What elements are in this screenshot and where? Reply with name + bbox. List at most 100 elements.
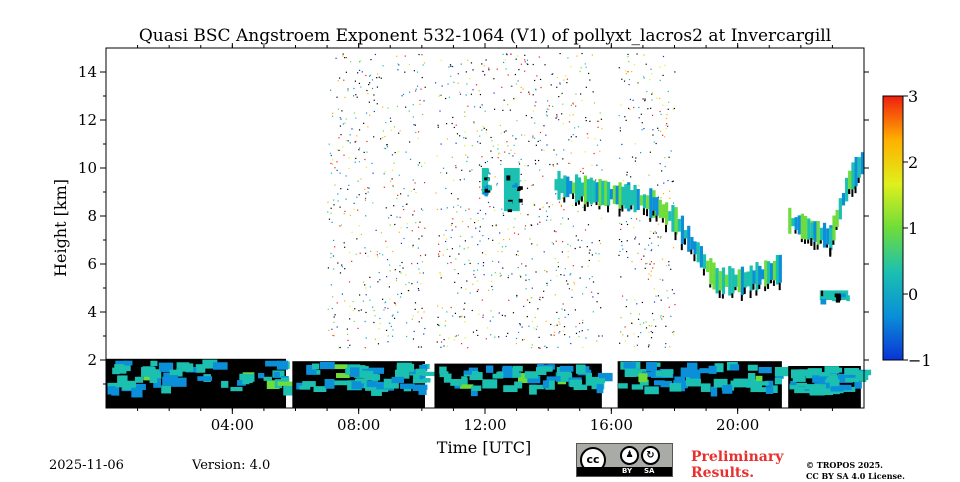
layer-edge [819,240,822,244]
noise-cell [474,221,476,224]
layer-column [560,178,564,194]
noise-cell [646,90,648,93]
noise-cell [537,140,539,143]
preliminary-label: Preliminary Results. [691,449,783,481]
noise-cell [371,87,374,90]
noise-cell [650,261,653,263]
boundary-layer-cell [114,364,127,374]
noise-cell [403,187,405,190]
noise-cell [337,200,339,202]
noise-cell [516,296,518,298]
noise-cell [538,298,541,301]
boundary-layer-cell [655,370,665,377]
layer-column [580,182,585,197]
layer-column [767,261,771,284]
boundary-layer-cell [830,386,844,392]
noise-cell [640,152,642,154]
noise-cell [397,151,400,153]
layer-cell [487,178,490,182]
noise-cell [442,254,444,256]
noise-cell [531,243,533,245]
noise-cell [518,163,521,165]
layer-cell [483,179,487,185]
noise-cell [464,115,466,118]
noise-cell [663,182,665,184]
boundary-layer-cell [400,383,415,389]
noise-cell [575,332,578,335]
boundary-layer-cell [514,381,523,389]
noise-cell [335,57,337,59]
y-tick-label: 2 [87,351,97,369]
boundary-layer-cell [362,370,374,379]
noise-cell [491,225,494,227]
noise-cell [494,176,496,178]
noise-cell [496,68,498,70]
noise-cell [572,103,575,105]
noise-cell [563,149,565,151]
noise-cell [417,247,419,249]
noise-cell [651,312,654,315]
noise-cell [386,146,389,148]
noise-cell [574,127,576,129]
noise-cell [674,71,676,73]
boundary-layer-cell [765,386,774,394]
noise-cell [340,134,342,136]
layer-edge [740,293,743,301]
layer-cell [840,297,847,300]
noise-cell [343,213,345,215]
noise-cell [567,218,569,220]
noise-cell [412,244,414,246]
noise-cell [347,140,349,142]
boundary-layer-cell [812,375,820,383]
noise-cell [601,335,603,337]
noise-cell [331,115,334,117]
noise-cell [546,108,548,110]
noise-cell [336,161,338,163]
noise-cell [341,266,343,268]
noise-cell [333,321,335,323]
layer-edge [618,208,621,217]
noise-cell [455,226,457,228]
noise-cell [475,84,478,86]
noise-cell [650,68,652,70]
noise-cell [480,165,482,167]
layer-column [633,184,637,213]
noise-cell [498,242,500,244]
layer-edge [577,200,580,205]
noise-cell [537,308,539,310]
noise-cell [567,250,569,253]
noise-cell [551,73,553,75]
noise-cell [450,262,452,264]
noise-cell [344,122,346,124]
noise-cell [457,73,459,75]
boundary-layer-cell [415,368,426,376]
noise-cell [464,302,466,304]
noise-cell [643,77,645,79]
boundary-layer-cell [376,383,389,390]
noise-cell [527,63,529,66]
layer-column [740,266,745,295]
noise-cell [622,334,624,336]
noise-cell [411,318,413,320]
boundary-layer-cell [492,373,504,379]
layer-column [769,263,774,280]
noise-cell [378,76,380,78]
boundary-layer-cell [829,379,840,388]
noise-cell [670,315,672,317]
noise-cell [619,130,621,132]
noise-cell [368,83,370,86]
noise-cell [414,90,417,92]
noise-cell [459,93,462,95]
noise-cell [327,308,329,310]
boundary-layer-cell [243,378,253,384]
noise-cell [642,75,645,78]
noise-cell [582,346,584,349]
noise-cell [477,334,479,337]
noise-cell [476,290,478,293]
noise-cell [334,246,336,248]
noise-cell [556,311,558,314]
boundary-layer-cell [503,385,518,393]
noise-cell [568,336,571,338]
x-tick-label: 16:00 [590,416,633,434]
noise-cell [349,142,351,144]
